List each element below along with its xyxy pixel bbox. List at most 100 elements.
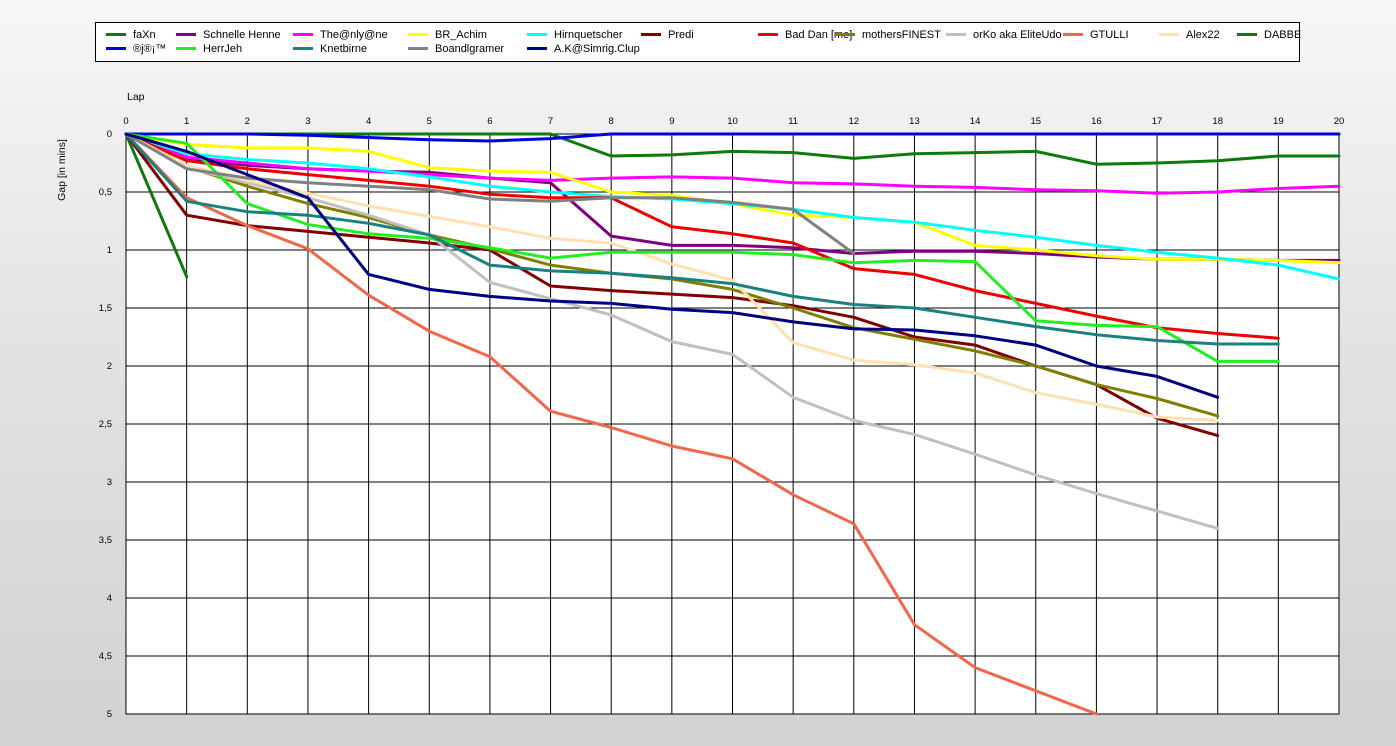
legend-item: GTULLI xyxy=(1063,28,1129,41)
legend-item: The@nly@ne xyxy=(293,28,388,41)
legend-label: The@nly@ne xyxy=(320,28,388,41)
legend-label: ®j®¡™ xyxy=(133,42,167,55)
legend-label: Alex22 xyxy=(1186,28,1220,41)
x-tick-label: 0 xyxy=(123,116,128,127)
legend-swatch xyxy=(641,33,661,36)
x-tick-label: 6 xyxy=(487,116,492,127)
x-tick-label: 18 xyxy=(1212,116,1223,127)
legend-label: DABBE xyxy=(1264,28,1302,41)
legend-label: Predi xyxy=(668,28,694,41)
legend-label: HerrJeh xyxy=(203,42,243,55)
legend-item: ®j®¡™ xyxy=(106,42,166,55)
legend-swatch xyxy=(293,33,313,36)
x-tick-label: 16 xyxy=(1091,116,1102,127)
x-tick-label: 17 xyxy=(1152,116,1163,127)
legend-label: Bad Dan [me] xyxy=(785,28,853,41)
legend-label: orKo aka EliteUdo xyxy=(973,28,1062,41)
y-tick-label: 4 xyxy=(107,593,112,604)
x-tick-label: 13 xyxy=(909,116,920,127)
legend-swatch xyxy=(176,33,196,36)
x-tick-label: 10 xyxy=(727,116,738,127)
legend-item: BR_Achim xyxy=(408,28,487,41)
legend-swatch xyxy=(106,33,126,36)
y-tick-label: 3,5 xyxy=(99,535,112,546)
series-line-9 xyxy=(124,132,1098,716)
legend-item: orKo aka EliteUdo xyxy=(946,28,1062,41)
legend-swatch xyxy=(408,33,428,36)
legend-label: BR_Achim xyxy=(435,28,487,41)
legend-item: A.K@Simrig.Clup xyxy=(527,42,640,55)
legend-swatch xyxy=(835,33,855,36)
x-tick-label: 7 xyxy=(548,116,553,127)
y-tick-label: 1 xyxy=(107,245,112,256)
y-tick-label: 0,5 xyxy=(99,187,112,198)
legend-item: DABBE xyxy=(1237,28,1301,41)
x-tick-label: 20 xyxy=(1334,116,1345,127)
chart-grid xyxy=(125,133,1340,715)
legend-item: Hirnquetscher xyxy=(527,28,622,41)
legend-swatch xyxy=(408,47,428,50)
x-tick-label: 1 xyxy=(184,116,189,127)
legend-label: faXn xyxy=(133,28,156,41)
legend-item: Schnelle Henne xyxy=(176,28,281,41)
y-tick-label: 4,5 xyxy=(99,651,112,662)
x-axis-label: Lap xyxy=(127,91,145,103)
series-line-15 xyxy=(124,132,856,255)
series-line-12 xyxy=(124,132,1341,143)
legend-swatch xyxy=(1063,33,1083,36)
legend-swatch xyxy=(1159,33,1179,36)
legend-item: Knetbirne xyxy=(293,42,367,55)
legend-item: Bad Dan [me] xyxy=(758,28,852,41)
legend-label: mothersFINEST xyxy=(862,28,941,41)
y-tick-label: 5 xyxy=(107,709,112,720)
series-line-14 xyxy=(124,132,1280,346)
legend-swatch xyxy=(527,33,547,36)
legend-swatch xyxy=(176,47,196,50)
x-tick-label: 3 xyxy=(305,116,310,127)
series-line-2 xyxy=(124,132,1341,195)
y-tick-label: 2,5 xyxy=(99,419,112,430)
x-tick-label: 4 xyxy=(366,116,371,127)
legend-item: HerrJeh xyxy=(176,42,242,55)
x-tick-label: 5 xyxy=(427,116,432,127)
legend-label: Schnelle Henne xyxy=(203,28,281,41)
legend-label: Knetbirne xyxy=(320,42,368,55)
series-line-6 xyxy=(124,132,1280,340)
legend-item: Predi xyxy=(641,28,694,41)
legend-label: A.K@Simrig.Clup xyxy=(554,42,640,55)
legend-swatch xyxy=(527,47,547,50)
x-tick-label: 19 xyxy=(1273,116,1284,127)
axis-ticks: 0 1 2 3 4 5 6 7 8 9 10 11 12 13 14 15 16 17 18 19 2000,511,5… xyxy=(99,116,1345,720)
legend-swatch xyxy=(106,47,126,50)
y-tick-label: 3 xyxy=(107,477,112,488)
y-tick-label: 0 xyxy=(107,129,112,140)
series-line-10 xyxy=(124,132,1220,422)
x-tick-label: 9 xyxy=(669,116,674,127)
series-line-0 xyxy=(124,132,189,279)
y-tick-label: 1,5 xyxy=(99,303,112,314)
x-tick-label: 2 xyxy=(245,116,250,127)
y-axis-label: Gap [in mins] xyxy=(56,139,68,201)
legend-item: mothersFINEST xyxy=(835,28,941,41)
legend-item: faXn xyxy=(106,28,156,41)
legend-swatch xyxy=(758,33,778,36)
series-line-13 xyxy=(124,132,1280,363)
legend-swatch xyxy=(293,47,313,50)
y-tick-label: 2 xyxy=(107,361,112,372)
legend-swatch xyxy=(1237,33,1257,36)
x-tick-label: 12 xyxy=(849,116,860,127)
x-tick-label: 14 xyxy=(970,116,981,127)
legend-swatch xyxy=(946,33,966,36)
series-lines xyxy=(124,132,1341,716)
legend-label: Hirnquetscher xyxy=(554,28,623,41)
chart-legend: faXn Schnelle Henne The@nly@ne BR_Achim Hirn… xyxy=(95,22,1301,62)
legend-item: Boandlgramer xyxy=(408,42,504,55)
legend-label: Boandlgramer xyxy=(435,42,505,55)
series-line-11 xyxy=(124,132,1341,166)
x-tick-label: 11 xyxy=(788,116,798,127)
x-tick-label: 8 xyxy=(609,116,614,127)
x-tick-label: 15 xyxy=(1030,116,1041,127)
legend-item: Alex22 xyxy=(1159,28,1220,41)
series-line-16 xyxy=(124,132,1220,399)
